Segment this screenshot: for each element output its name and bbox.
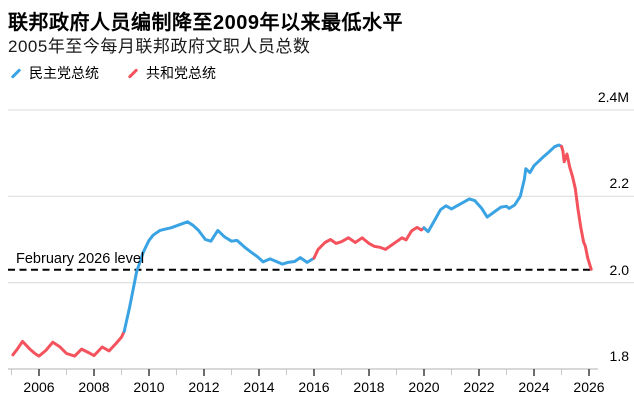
x-axis-label-2022: 2022 [463, 379, 495, 395]
y-axis-label-2.4M: 2.4M [597, 89, 629, 105]
x-axis-label-2012: 2012 [188, 379, 220, 395]
x-axis-label-2026: 2026 [573, 379, 605, 395]
x-axis-label-2008: 2008 [78, 379, 110, 395]
chart-legend: 民主党总统 共和党总统 [10, 63, 216, 83]
democrat-series-line [122, 220, 316, 333]
democrat-series-line [422, 143, 563, 234]
y-axis-label-2.0: 2.0 [609, 262, 629, 278]
x-axis-label-2014: 2014 [243, 379, 275, 395]
chart-title: 联邦政府人员编制降至2009年以来最低水平 [8, 12, 403, 34]
y-axis-label-2.2: 2.2 [609, 175, 629, 191]
republican-series-line [312, 225, 426, 260]
legend-item-republican: 共和党总统 [127, 63, 216, 83]
x-axis-label-2024: 2024 [518, 379, 550, 395]
x-axis-label-2006: 2006 [23, 379, 55, 395]
x-axis-label-2020: 2020 [408, 379, 440, 395]
republican-series-line [11, 329, 126, 358]
x-axis-label-2010: 2010 [133, 379, 165, 395]
chart-subtitle: 2005年至今每月联邦政府文职人员总数 [8, 37, 311, 56]
x-axis-label-2018: 2018 [353, 379, 385, 395]
legend-label-democrat: 民主党总统 [29, 65, 99, 81]
y-axis-label-1.8: 1.8 [609, 348, 629, 364]
reference-line-label: February 2026 level [16, 250, 145, 267]
republican-series-line [560, 144, 593, 271]
legend-label-republican: 共和党总统 [146, 65, 216, 81]
x-axis-label-2016: 2016 [298, 379, 330, 395]
legend-item-democrat: 民主党总统 [10, 63, 99, 83]
